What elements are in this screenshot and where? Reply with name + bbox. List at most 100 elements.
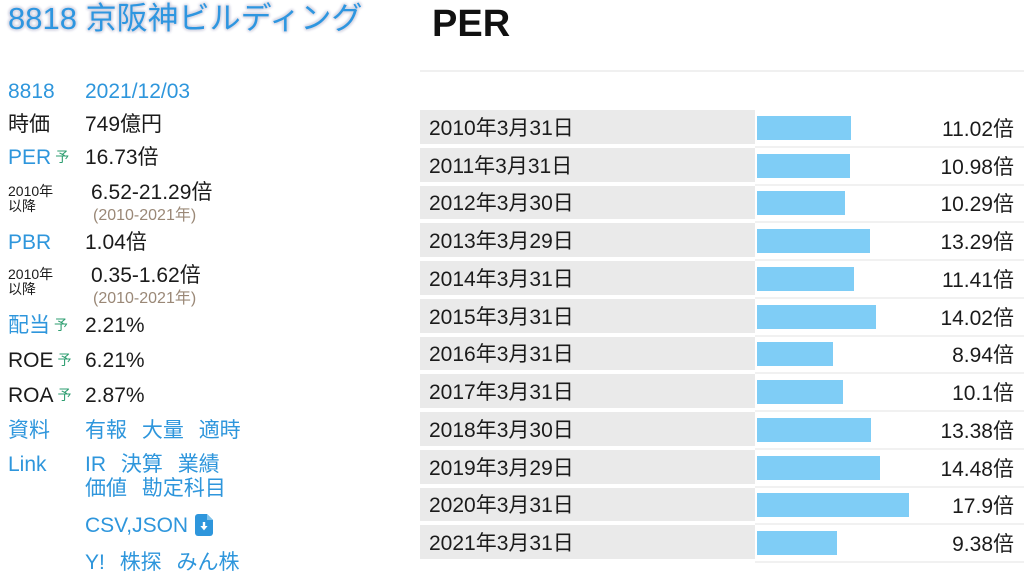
forecast-badge: 予 [57, 387, 72, 403]
stock-info-list: 8818 2021/12/03 時価 749億円 PER 予 16.73倍 201… [8, 80, 412, 575]
per-label-cell: PER 予 [8, 146, 85, 171]
per-history-row: 2014年3月31日 11.41倍 [420, 261, 1024, 299]
per-row-value: 11.02倍 [942, 117, 1014, 141]
stock-code-link[interactable]: 8818 [8, 80, 55, 103]
per-range-row: 2010年 以降 6.52-21.29倍 (2010-2021年) [8, 181, 412, 225]
per-bar [757, 342, 833, 367]
links-group: IR 決算 業績 価値 勘定科目 [85, 453, 226, 501]
quote-date-link[interactable]: 2021/12/03 [85, 80, 191, 103]
per-range-label: 2010年 以降 [8, 181, 85, 214]
link-kachi[interactable]: 価値 [85, 477, 127, 500]
forecast-badge: 予 [57, 352, 72, 368]
per-range-label-line1: 2010年 [8, 183, 54, 199]
per-history-row: 2020年3月31日 17.9倍 [420, 487, 1024, 526]
per-row-date: 2010年3月31日 [420, 110, 755, 148]
roe-label: ROE [8, 349, 54, 372]
per-row-value: 14.02倍 [940, 306, 1014, 330]
per-row-value: 8.94倍 [952, 344, 1014, 368]
per-bar [757, 455, 881, 480]
per-row-bar-area: 17.9倍 [755, 488, 1024, 526]
per-row-bar-area: 13.38倍 [755, 412, 1024, 450]
pbr-row: PBR 1.04倍 [8, 231, 412, 254]
export-cell: CSV,JSON [85, 514, 214, 541]
download-icon[interactable] [194, 514, 214, 541]
per-row-value: 13.29倍 [940, 231, 1014, 255]
link-ir[interactable]: IR [85, 453, 106, 476]
dividend-label-cell: 配当予 [8, 314, 85, 339]
per-history-row: 2013年3月29日 13.29倍 [420, 223, 1024, 261]
stock-title-link[interactable]: 8818 京阪神ビルディング [8, 1, 363, 36]
stock-summary-panel: 8818 京阪神ビルディング 8818 2021/12/03 時価 749億円 … [8, 0, 412, 585]
market-cap-value: 749億円 [85, 113, 163, 136]
roa-label: ROA [8, 384, 54, 407]
per-history-row: 2017年3月31日 10.1倍 [420, 374, 1024, 412]
per-row-value: 10.29倍 [940, 193, 1014, 217]
link-kanjokamoku[interactable]: 勘定科目 [141, 477, 226, 500]
pbr-link[interactable]: PBR [8, 231, 52, 254]
per-row-value: 13.38倍 [940, 419, 1014, 443]
per-history-row: 2018年3月30日 13.38倍 [420, 412, 1024, 450]
pbr-range-label: 2010年 以降 [8, 264, 85, 297]
links-row: Link IR 決算 業績 価値 勘定科目 [8, 453, 412, 501]
per-row-value: 10.1倍 [952, 382, 1014, 406]
pbr-range-note: (2010-2021年) [93, 290, 197, 307]
per-row-date: 2020年3月31日 [420, 487, 755, 526]
roa-label-cell: ROA 予 [8, 384, 85, 409]
section-divider [420, 70, 1024, 72]
per-row: PER 予 16.73倍 [8, 146, 412, 171]
dividend-value: 2.21% [85, 314, 145, 337]
per-history-row: 2019年3月29日 14.48倍 [420, 449, 1024, 488]
roa-row: ROA 予 2.87% [8, 384, 412, 409]
per-row-date: 2011年3月31日 [420, 147, 755, 186]
per-history-row: 2021年3月31日 9.38倍 [420, 525, 1024, 563]
per-bar [757, 380, 843, 405]
documents-row: 資料 有報 大量 適時 [8, 419, 412, 443]
links-label: Link [8, 453, 47, 476]
pbr-range-value: 0.35-1.62倍 [91, 264, 201, 287]
csv-json-link[interactable]: CSV,JSON [85, 514, 189, 537]
pbr-range-row: 2010年 以降 0.35-1.62倍 (2010-2021年) [8, 264, 412, 308]
per-history-row: 2010年3月31日 11.02倍 [420, 110, 1024, 148]
documents-links: 有報 大量 適時 [85, 419, 241, 443]
links-line1: IR 決算 業績 [85, 453, 226, 477]
per-bar [757, 493, 910, 518]
per-row-bar-area: 14.02倍 [755, 299, 1024, 337]
external-links-row: Y! 株探 みん株 [8, 551, 412, 575]
export-row: CSV,JSON [8, 514, 412, 541]
per-row-bar-area: 10.29倍 [755, 186, 1024, 224]
per-row-bar-area: 11.41倍 [755, 261, 1024, 299]
per-row-value: 17.9倍 [952, 495, 1014, 519]
per-row-bar-area: 10.1倍 [755, 374, 1024, 412]
dividend-link[interactable]: 配当 [8, 314, 50, 337]
per-row-date: 2016年3月31日 [420, 336, 755, 375]
documents-label: 資料 [8, 419, 50, 442]
roe-row: ROE 予 6.21% [8, 349, 412, 374]
section-title: PER [432, 3, 511, 45]
link-tairyo[interactable]: 大量 [141, 419, 184, 442]
per-row-date: 2015年3月31日 [420, 298, 755, 337]
per-history-table: 2010年3月31日 11.02倍 2011年3月31日 10.98倍 2012… [420, 110, 1024, 563]
per-row-date: 2014年3月31日 [420, 261, 755, 299]
link-kessan[interactable]: 決算 [120, 453, 163, 476]
link-yuho[interactable]: 有報 [85, 419, 127, 442]
per-row-date: 2017年3月31日 [420, 374, 755, 412]
per-row-date: 2019年3月29日 [420, 449, 755, 488]
per-row-value: 9.38倍 [952, 533, 1014, 557]
per-history-row: 2015年3月31日 14.02倍 [420, 298, 1024, 337]
per-bar [757, 531, 837, 556]
link-gyoseki[interactable]: 業績 [177, 453, 220, 476]
per-row-bar-area: 8.94倍 [755, 337, 1024, 375]
link-tekiji[interactable]: 適時 [198, 419, 241, 442]
per-link[interactable]: PER [8, 146, 52, 169]
per-row-date: 2021年3月31日 [420, 525, 755, 563]
per-row-date: 2013年3月29日 [420, 223, 755, 261]
per-range-cell: 6.52-21.29倍 (2010-2021年) [85, 181, 212, 225]
dividend-row: 配当予 2.21% [8, 314, 412, 339]
per-row-value: 11.41倍 [942, 268, 1014, 292]
per-row-bar-area: 11.02倍 [755, 110, 1024, 148]
forecast-badge: 予 [54, 317, 68, 333]
per-bar [757, 153, 851, 178]
forecast-badge: 予 [55, 149, 70, 165]
per-history-row: 2016年3月31日 8.94倍 [420, 336, 1024, 375]
per-range-label-line2: 以降 [8, 198, 36, 214]
